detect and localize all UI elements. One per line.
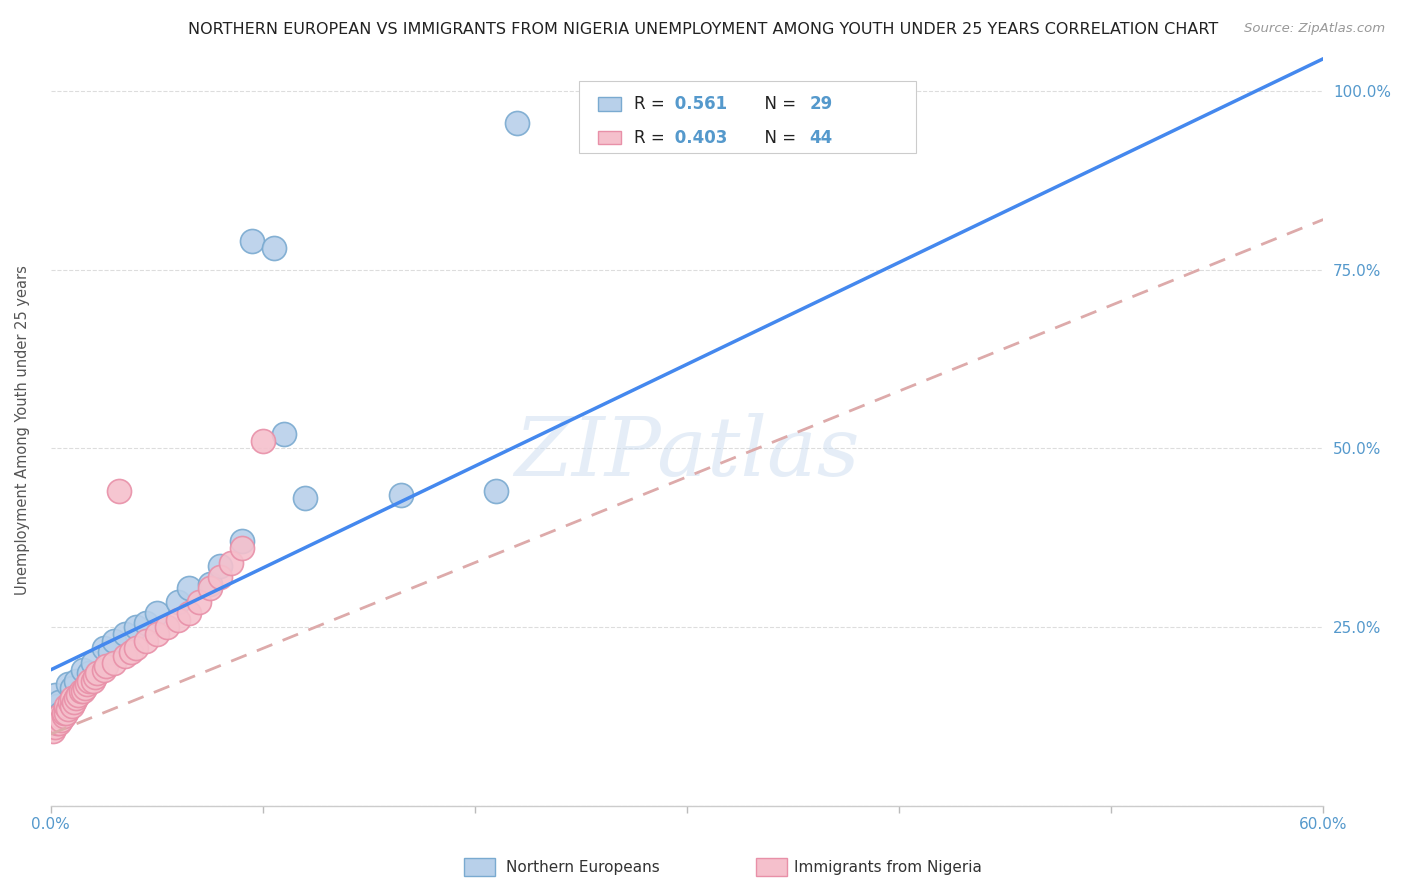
Point (55, 706, 77, 720)
Point (65, 673, 87, 688)
Text: NORTHERN EUROPEAN VS IMMIGRANTS FROM NIGERIA UNEMPLOYMENT AMONG YOUTH UNDER 25 Y: NORTHERN EUROPEAN VS IMMIGRANTS FROM NIG… (188, 22, 1218, 37)
Point (72, 663, 94, 677)
Point (52, 706, 75, 720)
Point (55, 698, 77, 713)
Point (72, 684, 94, 698)
Point (76, 677, 98, 691)
Text: 0.403: 0.403 (669, 128, 728, 146)
Text: R =: R = (634, 95, 669, 113)
Point (198, 577, 221, 591)
Point (56, 702, 79, 716)
Point (82, 673, 104, 688)
Point (103, 656, 125, 670)
Point (198, 581, 221, 595)
Text: N =: N = (755, 95, 801, 113)
Point (46, 716, 69, 731)
Bar (598, 97, 621, 111)
Point (240, 234, 263, 248)
Point (51, 713, 73, 727)
Point (52, 709, 75, 723)
Point (167, 595, 190, 609)
Point (60, 681, 83, 695)
Point (73, 681, 96, 695)
Point (146, 606, 169, 620)
Text: Immigrants from Nigeria: Immigrants from Nigeria (794, 860, 983, 874)
Point (60, 691, 83, 706)
Point (82, 656, 104, 670)
Point (167, 613, 190, 627)
Point (209, 570, 232, 584)
Text: R =: R = (634, 128, 669, 146)
Point (51, 706, 73, 720)
Point (124, 620, 146, 634)
Text: 0.561: 0.561 (669, 95, 727, 113)
Point (77, 673, 100, 688)
Point (94, 659, 117, 673)
Point (124, 641, 146, 656)
Text: ZIPatlas: ZIPatlas (515, 413, 860, 493)
Point (84, 670, 107, 684)
Point (177, 606, 200, 620)
Point (231, 541, 253, 556)
Point (44, 688, 66, 702)
Point (46, 698, 69, 713)
Point (48, 695, 70, 709)
Text: Source: ZipAtlas.com: Source: ZipAtlas.com (1244, 22, 1385, 36)
Point (188, 595, 211, 609)
Point (506, 116, 529, 130)
Point (42, 723, 65, 738)
Point (103, 634, 125, 648)
FancyBboxPatch shape (579, 81, 917, 153)
Point (98, 645, 121, 659)
Text: 44: 44 (810, 128, 832, 146)
Point (156, 620, 179, 634)
Point (86, 666, 108, 681)
Point (107, 484, 129, 499)
Point (59, 695, 82, 709)
Point (48, 709, 70, 723)
Point (273, 426, 295, 441)
Y-axis label: Unemployment Among Youth under 25 years: Unemployment Among Youth under 25 years (15, 266, 30, 595)
Point (177, 581, 200, 595)
Point (114, 648, 136, 663)
Point (209, 559, 232, 574)
Point (56, 677, 79, 691)
Point (389, 488, 412, 502)
Point (252, 434, 274, 448)
Point (93, 641, 115, 656)
Point (93, 663, 115, 677)
Point (120, 645, 142, 659)
Point (46, 713, 69, 727)
Point (114, 627, 136, 641)
Bar (598, 131, 621, 145)
Point (77, 666, 100, 681)
Point (60, 698, 83, 713)
Point (146, 627, 169, 641)
Point (44, 720, 66, 734)
Point (65, 691, 87, 706)
Point (69, 684, 91, 698)
Text: N =: N = (755, 128, 801, 146)
Text: 29: 29 (810, 95, 832, 113)
Point (294, 491, 316, 506)
Point (48, 716, 70, 731)
Text: Northern Europeans: Northern Europeans (506, 860, 659, 874)
Point (231, 534, 253, 549)
Point (63, 695, 86, 709)
Point (135, 616, 157, 631)
Point (485, 484, 508, 499)
Point (263, 241, 285, 255)
Point (67, 688, 90, 702)
Point (219, 556, 242, 570)
Point (135, 634, 157, 648)
